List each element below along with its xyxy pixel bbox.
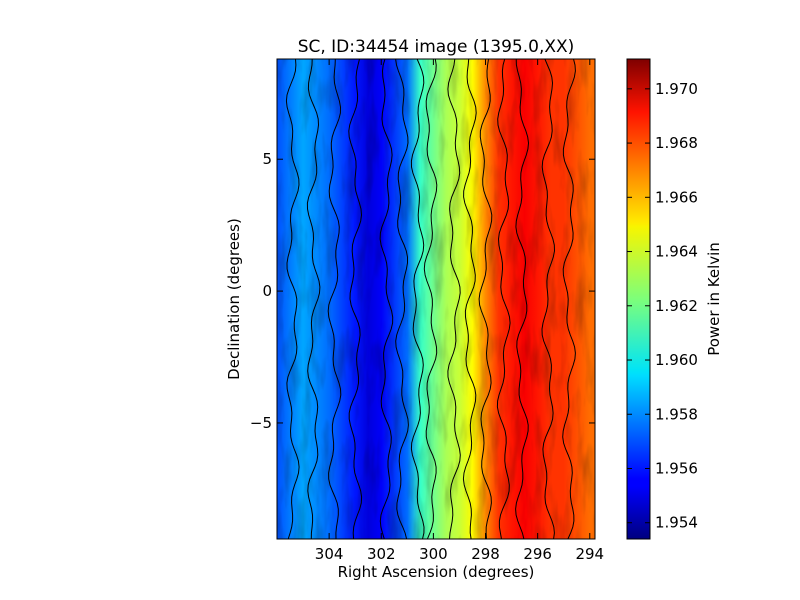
y-tick-label: 5 (262, 150, 272, 168)
x-tick-label: 304 (315, 545, 344, 563)
contour-line (348, 59, 363, 539)
x-tick-label: 294 (575, 545, 604, 563)
colorbar-tick-label: 1.968 (655, 134, 698, 152)
contour-line (541, 59, 556, 539)
colorbar-tick-label: 1.954 (655, 514, 698, 532)
x-tick-label: 302 (367, 545, 396, 563)
contour-line (447, 59, 461, 539)
contour-line (395, 59, 409, 539)
contour-line (285, 59, 300, 539)
y-axis-label: Declination (degrees) (225, 218, 243, 380)
contour-line (515, 59, 530, 539)
contour-line (562, 59, 576, 539)
contour-line (410, 59, 425, 539)
y-tick-label: 0 (262, 282, 272, 300)
contour-line (423, 59, 438, 539)
colorbar-tick-label: 1.970 (655, 80, 698, 98)
x-axis: 304 302 300 298 296 294 (315, 59, 604, 563)
colorbar-tick-label: 1.964 (655, 243, 698, 261)
contour-lines (285, 59, 576, 539)
colorbar-tick-label: 1.966 (655, 188, 698, 206)
x-tick-label: 300 (419, 545, 448, 563)
contour-line (496, 59, 511, 539)
y-axis: 5 0 −5 (250, 150, 595, 432)
chart-title: SC, ID:34454 image (1395.0,XX) (298, 37, 575, 57)
colorbar-ticks: 1.954 1.956 1.958 1.960 1.962 1.964 1.966 1.968… (627, 80, 698, 532)
contour-line (478, 59, 493, 539)
y-tick-label: −5 (250, 414, 272, 432)
contour-line (327, 59, 342, 539)
x-axis-label: Right Ascension (degrees) (338, 563, 535, 581)
contour-line (306, 59, 321, 539)
colorbar-tick-label: 1.962 (655, 297, 698, 315)
contour-line (379, 59, 394, 539)
colorbar-tick-label: 1.958 (655, 405, 698, 423)
heatmap (277, 59, 595, 539)
colorbar-tick-label: 1.960 (655, 351, 698, 369)
colorbar (626, 58, 651, 540)
heatmap-texture (277, 59, 595, 539)
x-tick-label: 298 (471, 545, 500, 563)
plot-frame (276, 58, 596, 540)
colorbar-tick-label: 1.956 (655, 459, 698, 477)
x-tick-label: 296 (523, 545, 552, 563)
colorbar-label: Power in Kelvin (705, 242, 723, 356)
contour-line (462, 59, 477, 539)
